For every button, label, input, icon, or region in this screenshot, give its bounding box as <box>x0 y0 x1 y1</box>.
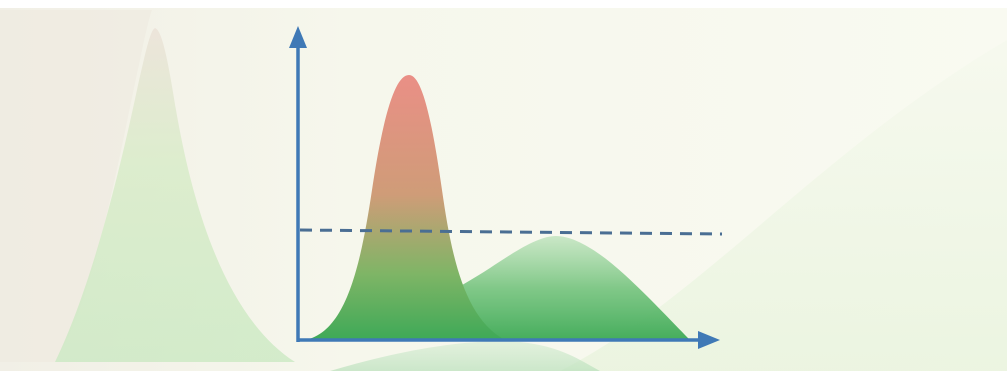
faded-right-hill <box>560 40 1007 371</box>
faded-lower-hump <box>330 341 600 371</box>
faded-left-backdrop <box>0 10 152 362</box>
x-axis-arrow-icon <box>698 331 720 349</box>
threshold-dashed-line <box>299 228 723 236</box>
top-band <box>0 0 1007 8</box>
y-axis-arrow-icon <box>289 26 307 48</box>
narrow-tall-peak-curve <box>305 75 505 340</box>
faded-left-peak <box>55 28 295 362</box>
